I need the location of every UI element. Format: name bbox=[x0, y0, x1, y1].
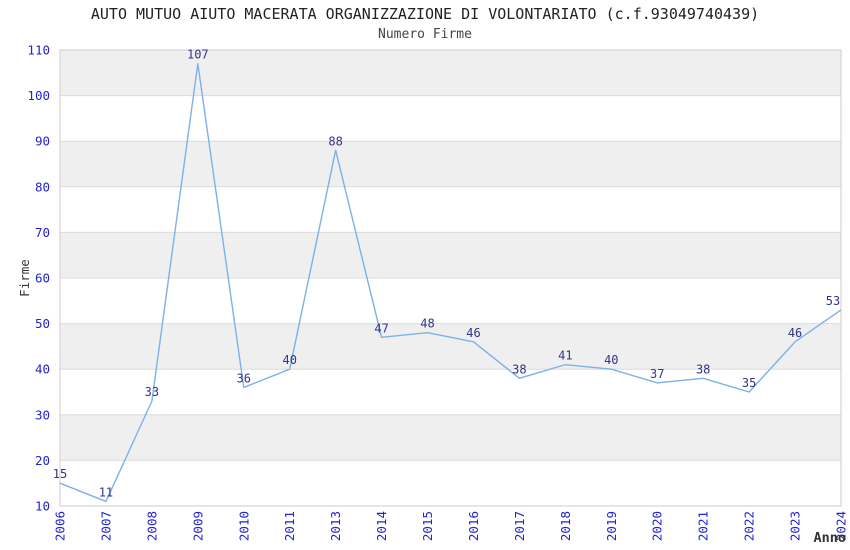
data-point-labels: 15 11 33 107 36 40 88 47 48 46 38 41 40 37 38 35 46 53 bbox=[53, 48, 840, 500]
data-label-2019: 40 bbox=[604, 353, 618, 367]
data-label-2007: 11 bbox=[99, 485, 113, 499]
chart-subtitle: Numero Firme bbox=[378, 27, 472, 42]
plot-band bbox=[60, 414, 841, 461]
x-tick-label: 2018 bbox=[558, 511, 573, 541]
data-label-2023: 46 bbox=[788, 326, 802, 340]
data-label-2008: 33 bbox=[145, 385, 159, 399]
x-tick-label: 2016 bbox=[466, 511, 481, 541]
data-label-2006: 15 bbox=[53, 467, 67, 481]
y-axis-tick-labels: 10 20 30 40 50 60 70 80 90 100 110 bbox=[27, 43, 50, 514]
x-tick-label: 2010 bbox=[236, 511, 251, 541]
x-tick-label: 2014 bbox=[374, 511, 389, 541]
x-axis-tick-labels: 2006 2007 2008 2009 2010 2011 2013 2014 2015 2016… bbox=[53, 511, 849, 541]
data-label-2011: 40 bbox=[282, 353, 296, 367]
x-tick-label: 2015 bbox=[420, 511, 435, 541]
chart-title: AUTO MUTUO AIUTO MACERATA ORGANIZZAZIONE… bbox=[90, 5, 760, 23]
data-label-2014: 47 bbox=[374, 321, 388, 335]
plot-band bbox=[60, 323, 841, 370]
data-label-2016: 46 bbox=[466, 326, 480, 340]
y-tick-label: 110 bbox=[27, 43, 50, 58]
data-label-2021: 38 bbox=[696, 362, 710, 376]
x-tick-label: 2011 bbox=[282, 511, 297, 541]
data-label-2020: 37 bbox=[650, 367, 664, 381]
y-tick-label: 100 bbox=[27, 88, 50, 103]
x-tick-label: 2009 bbox=[190, 511, 205, 541]
x-tick-label: 2006 bbox=[53, 511, 68, 541]
x-tick-label: 2019 bbox=[604, 511, 619, 541]
y-tick-label: 10 bbox=[35, 499, 50, 514]
series-line bbox=[59, 62, 842, 503]
x-tick-label: 2023 bbox=[788, 511, 803, 541]
y-tick-label: 90 bbox=[35, 134, 50, 149]
x-tick-label: 2007 bbox=[98, 511, 113, 541]
plot-border bbox=[59, 49, 842, 507]
x-tick-label: 2022 bbox=[742, 511, 757, 541]
data-label-2018: 41 bbox=[558, 349, 572, 363]
y-tick-label: 80 bbox=[35, 179, 50, 194]
data-label-2024: 53 bbox=[826, 294, 840, 308]
plot-band bbox=[60, 232, 841, 278]
y-axis-title: Firme bbox=[17, 259, 32, 297]
x-axis-title: Anno bbox=[813, 530, 846, 546]
data-label-2015: 48 bbox=[420, 317, 434, 331]
y-tick-label: 70 bbox=[35, 225, 50, 240]
data-label-2013: 88 bbox=[328, 134, 342, 148]
data-label-2010: 36 bbox=[237, 371, 251, 385]
x-tick-label: 2020 bbox=[650, 511, 665, 541]
x-tick-label: 2021 bbox=[696, 511, 711, 541]
data-label-2017: 38 bbox=[512, 362, 526, 376]
x-tick-label: 2024 bbox=[834, 511, 849, 541]
y-tick-label: 20 bbox=[35, 453, 50, 468]
y-tick-label: 60 bbox=[35, 271, 50, 286]
plot-band bbox=[60, 141, 841, 187]
y-tick-label: 40 bbox=[35, 362, 50, 377]
gridlines bbox=[60, 95, 841, 461]
data-label-2022: 35 bbox=[742, 376, 756, 390]
x-tick-label: 2017 bbox=[512, 511, 527, 541]
plot-bands bbox=[60, 50, 841, 461]
x-tick-label: 2008 bbox=[144, 511, 159, 541]
plot-band bbox=[60, 50, 841, 96]
data-label-2009: 107 bbox=[187, 48, 209, 62]
y-tick-label: 30 bbox=[35, 407, 50, 422]
y-tick-label: 50 bbox=[35, 316, 50, 331]
x-tick-label: 2013 bbox=[328, 511, 343, 541]
